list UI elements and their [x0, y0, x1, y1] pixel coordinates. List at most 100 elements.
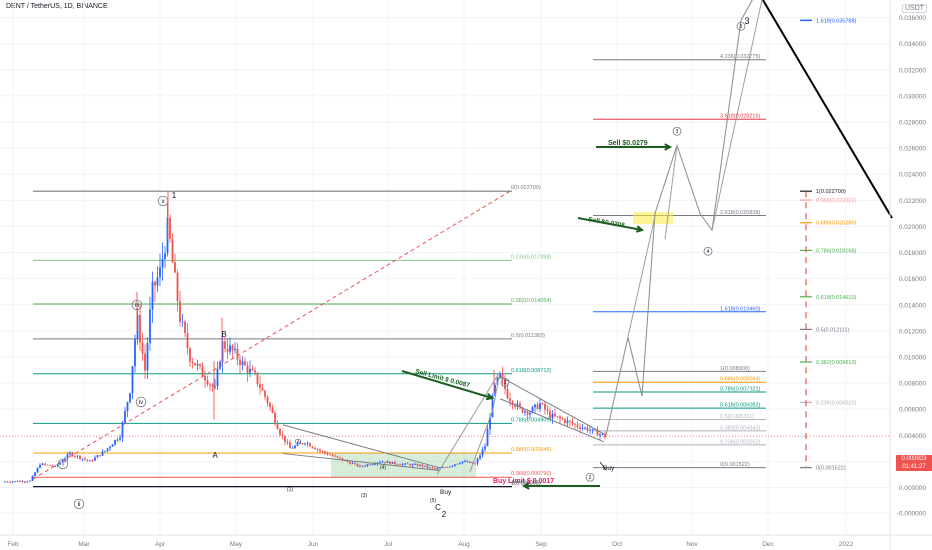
wave-label: 4 — [707, 249, 710, 255]
y-tick-label: 0.018000 — [899, 250, 926, 257]
x-tick-label: Sep — [535, 541, 547, 548]
candle-body — [429, 467, 431, 469]
candle-body — [314, 447, 316, 450]
candle-body — [146, 343, 149, 371]
candle-body — [331, 454, 334, 456]
candle-body — [339, 457, 341, 459]
candle-body — [161, 259, 164, 268]
candle-body — [149, 309, 151, 344]
fib-main-label: 0.618(0.008712) — [511, 368, 552, 374]
candle-body — [371, 464, 374, 466]
candle-body — [336, 456, 339, 458]
candle-body — [94, 457, 96, 461]
candle-body — [86, 459, 89, 461]
candle-body — [239, 359, 241, 366]
candle-body — [554, 413, 556, 417]
candle-body — [49, 465, 51, 466]
candle-body — [396, 463, 399, 465]
candle-body — [181, 321, 184, 323]
candle-body — [36, 467, 39, 473]
wave-label: C — [435, 503, 441, 512]
candle-body — [324, 451, 326, 454]
candle-body — [206, 380, 209, 385]
candle-body — [359, 465, 361, 467]
candle-body — [154, 281, 156, 286]
time-axis[interactable]: Feb Mar Apr May Jun Jul Aug Sep Oct Nov Dec 2022 — [0, 534, 932, 548]
fib-ext-label: 0.786(0.007321) — [720, 386, 761, 392]
candle-body — [426, 465, 429, 468]
candle-body — [544, 403, 546, 410]
candle-body — [566, 420, 569, 423]
candle-body — [11, 481, 14, 483]
candle-body — [604, 433, 606, 438]
sell-arrow-2-head — [635, 225, 645, 233]
candle-body — [151, 281, 154, 310]
candle-body — [386, 461, 389, 463]
candle-body — [274, 412, 276, 424]
sell-zone — [633, 212, 673, 225]
candle-body — [391, 461, 394, 464]
wedge-upper — [282, 424, 441, 469]
x-tick-label: May — [230, 541, 243, 548]
candle-body — [79, 455, 81, 459]
wave-label: 2 — [442, 510, 447, 519]
candle-body — [89, 460, 91, 462]
fib-right-label: 0.236(0.006520) — [816, 400, 857, 406]
fib-main-label: 0(0.022700) — [511, 185, 541, 191]
fib-main-label: 1(0.000065) — [511, 481, 541, 487]
candle-body — [59, 462, 61, 465]
trend-black — [761, 0, 893, 219]
candle-body — [109, 446, 111, 449]
candle-body — [114, 439, 116, 445]
candle-body — [174, 262, 176, 273]
price-axis[interactable]: 0.036000 0.034000 0.032000 0.030000 0.028000… — [889, 0, 926, 550]
candle-body — [144, 353, 146, 371]
buy-label-2: Buy — [603, 465, 615, 472]
candle-body — [514, 404, 516, 407]
candle-body — [99, 455, 101, 457]
fib-right-label: 0.618(0.014610) — [816, 295, 857, 301]
candle-body — [231, 345, 234, 351]
candle-body — [164, 253, 166, 260]
currency-badge[interactable]: USDT — [902, 4, 928, 13]
candle-body — [269, 403, 271, 408]
candle-body — [399, 464, 401, 466]
x-tick-label: Oct — [612, 541, 622, 548]
candle-body — [394, 461, 396, 464]
wave-label: ii — [78, 502, 81, 508]
candle-body — [546, 409, 549, 411]
fib-main-label: 0.5(0.011383) — [511, 333, 545, 339]
candle-body — [319, 449, 321, 452]
candle-body — [521, 407, 524, 413]
candle-body — [511, 401, 514, 405]
candle-body — [454, 464, 456, 466]
wave-circle — [131, 299, 143, 311]
wave-label: iii — [135, 303, 139, 309]
sell-arrow-2 — [577, 217, 643, 231]
flag-upper — [499, 376, 605, 435]
candle-body — [569, 420, 571, 422]
candle-body — [404, 463, 406, 465]
fib-ext-label: 0.5(0.005211) — [720, 414, 754, 420]
candle-body — [116, 439, 119, 441]
candle-body — [131, 366, 134, 394]
fib-right-label: 0.886(0.020286) — [816, 221, 857, 227]
candle-body — [406, 463, 409, 465]
candle-body — [281, 434, 284, 436]
candle-body — [589, 430, 591, 432]
candle-body — [384, 461, 386, 463]
candle-body — [424, 465, 426, 467]
y-tick-label: 0.010000 — [899, 354, 926, 361]
fib-ext-label: 3.618(0.028216) — [720, 114, 761, 120]
candle-body — [469, 462, 471, 463]
sell-label-1: Sell $0.0279 — [608, 140, 648, 147]
wave-label: 2 — [589, 475, 592, 481]
candle-body — [304, 443, 306, 445]
candle-body — [244, 361, 246, 366]
candle-body — [601, 433, 604, 435]
y-tick-label: 0.016000 — [899, 276, 926, 283]
wave-circle — [736, 21, 746, 31]
fib-main-label: 0.886(0.002646) — [511, 447, 552, 453]
candle-body — [216, 368, 219, 387]
